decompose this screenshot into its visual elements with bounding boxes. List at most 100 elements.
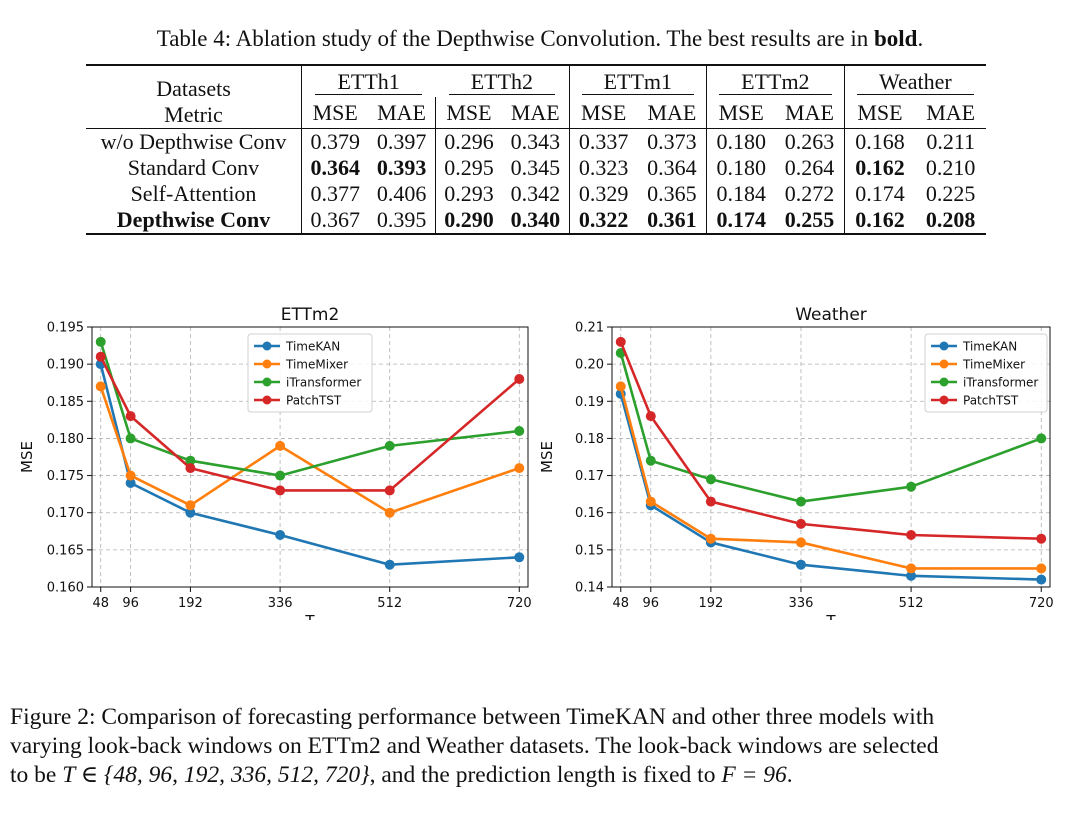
metric-label: MAE <box>785 99 834 125</box>
data-point-timekan <box>795 559 806 570</box>
table-cell: 0.397 <box>368 128 436 155</box>
legend-label: iTransformer <box>286 376 361 390</box>
legend-box <box>924 333 1048 413</box>
data-point-patchtst <box>95 351 106 362</box>
data-point-itransformer <box>705 474 716 485</box>
figure-caption: Figure 2: Comparison of forecasting perf… <box>10 703 1070 790</box>
chart-title: Weather <box>795 305 867 325</box>
data-point-timemixer <box>1036 563 1047 574</box>
metric-label: MSE <box>301 97 369 129</box>
data-point-patchtst <box>906 530 917 540</box>
table-caption-bold-word: bold <box>874 26 918 51</box>
plot-frame <box>91 326 529 588</box>
data-point-itransformer <box>1036 433 1047 444</box>
caption-text: to be <box>10 762 63 788</box>
metric-label: MAE <box>647 99 697 125</box>
series-line-timekan <box>619 393 1042 581</box>
plot-frame <box>611 326 1051 588</box>
dataset-label: Weather <box>856 69 974 95</box>
data-point-timekan <box>275 530 286 540</box>
caption-math-T: T ∈ {48, 96, 192, 336, 512, 720} <box>62 762 370 788</box>
legend-swatch-marker <box>939 341 949 351</box>
legend-swatch-marker <box>262 377 272 387</box>
data-point-patchtst <box>275 485 286 496</box>
metric-header: Metric <box>164 102 223 127</box>
x-axis-label: T <box>825 612 836 620</box>
x-tick-label: 720 <box>507 596 532 611</box>
table-cell: 0.365 <box>647 181 697 206</box>
series-line-timemixer <box>99 386 520 515</box>
y-tick-label: 0.160 <box>47 581 84 596</box>
x-tick-label: 48 <box>612 596 629 611</box>
y-tick-label: 0.20 <box>575 358 604 373</box>
table-cell: 0.211 <box>915 128 986 155</box>
data-point-itransformer <box>125 433 136 444</box>
table-cell: 0.393 <box>376 155 427 180</box>
legend-swatch-marker <box>262 341 272 351</box>
chart-title: ETTm2 <box>281 305 340 325</box>
table-cell: 0.174 <box>706 207 776 235</box>
table-cell: 0.293 <box>434 181 503 207</box>
table-cell: 0.329 <box>568 181 638 207</box>
legend-label: TimeKAN <box>285 340 340 354</box>
ablation-table: Datasets Metric ETTh1 ETTh2 ETTm1 ETTm2 … <box>86 64 986 235</box>
data-point-itransformer <box>645 455 656 466</box>
data-point-patchtst <box>705 496 716 507</box>
data-point-patchtst <box>645 411 656 422</box>
y-tick-label: 0.17 <box>575 469 604 484</box>
metric-label: MAE <box>377 99 426 125</box>
table-row: Depthwise Conv 0.367 0.395 0.290 0.340 0.322 0… <box>86 207 986 235</box>
y-tick-label: 0.170 <box>47 506 84 521</box>
metric-label: MAE <box>926 99 976 125</box>
table-cell: 0.264 <box>784 155 835 180</box>
x-tick-label: 96 <box>122 596 139 611</box>
table-cell: 0.395 <box>368 207 436 235</box>
legend-swatch-marker <box>939 377 949 387</box>
row-name: Self-Attention <box>130 181 257 206</box>
dataset-label: ETTh1 <box>315 69 422 95</box>
y-tick-label: 0.15 <box>575 543 604 558</box>
table-cell: 0.174 <box>843 181 916 207</box>
legend-label: TimeMixer <box>962 358 1025 372</box>
data-point-timekan <box>384 559 395 570</box>
data-point-timemixer <box>185 500 196 511</box>
table-cell: 0.337 <box>568 128 638 155</box>
legend-label: iTransformer <box>963 376 1038 390</box>
dataset-header: Weather <box>843 65 986 98</box>
data-point-timekan <box>125 478 136 488</box>
dataset-header: ETTh2 <box>435 65 569 97</box>
caption-text: , and the prediction length is fixed to <box>369 762 722 788</box>
table-cell: 0.367 <box>301 207 369 235</box>
series-line-patchtst <box>619 341 1042 541</box>
dataset-header: ETTm1 <box>568 65 707 98</box>
data-point-patchtst <box>185 463 196 474</box>
data-point-patchtst <box>795 518 806 529</box>
table-row: w/o Depthwise Conv 0.379 0.397 0.296 0.343 0.… <box>86 128 986 155</box>
x-tick-label: 512 <box>899 596 924 611</box>
x-tick-label: 192 <box>698 596 723 611</box>
y-tick-label: 0.18 <box>575 432 604 447</box>
legend-label: PatchTST <box>286 394 342 408</box>
data-point-timekan <box>185 507 196 518</box>
x-tick-label: 48 <box>92 596 109 611</box>
table-cell: 0.210 <box>925 155 976 180</box>
data-point-patchtst <box>125 411 136 422</box>
x-tick-label: 96 <box>643 596 660 611</box>
data-point-timemixer <box>95 381 106 392</box>
legend-box <box>247 333 373 413</box>
y-tick-label: 0.185 <box>47 395 84 410</box>
x-tick-label: 192 <box>178 596 203 611</box>
dataset-label: ETTm1 <box>581 69 694 95</box>
y-tick-label: 0.19 <box>575 395 604 410</box>
data-point-timekan <box>1036 574 1047 585</box>
table-cell: 0.290 <box>434 207 503 235</box>
x-axis-label: T <box>304 612 315 620</box>
table-cell: 0.272 <box>784 181 835 206</box>
data-point-itransformer <box>906 481 917 492</box>
table-cell: 0.208 <box>915 207 986 235</box>
table-cell: 0.377 <box>301 181 369 207</box>
table-cell: 0.373 <box>637 128 707 155</box>
data-point-timemixer <box>384 507 395 518</box>
table-cell: 0.180 <box>706 128 776 155</box>
figure-caption-line2: varying look-back windows on ETTm2 and W… <box>10 733 939 759</box>
